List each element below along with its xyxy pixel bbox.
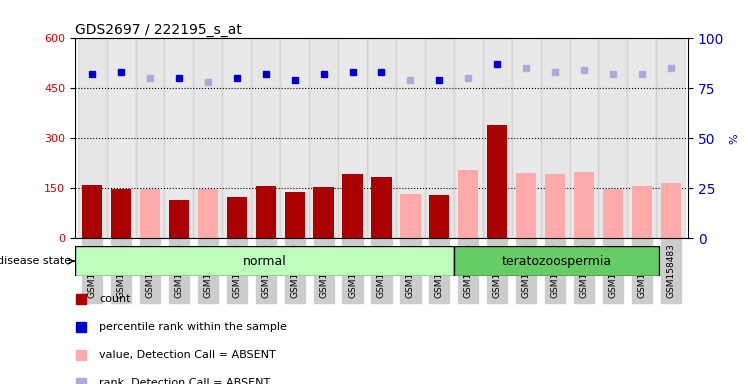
Bar [284, 192, 305, 238]
Bar [425, 38, 454, 238]
Bar [313, 187, 334, 238]
Bar [656, 38, 685, 238]
Bar [487, 125, 507, 238]
Bar [425, 38, 454, 238]
Bar [396, 38, 425, 238]
Bar [197, 189, 218, 238]
Bar [251, 38, 280, 238]
Text: percentile rank within the sample: percentile rank within the sample [99, 322, 287, 332]
Bar [400, 194, 420, 238]
Bar [135, 38, 165, 238]
Bar [194, 38, 222, 238]
Text: value, Detection Call = ABSENT: value, Detection Call = ABSENT [99, 350, 276, 360]
Bar [574, 172, 594, 238]
Bar [256, 187, 276, 238]
Bar [598, 38, 628, 238]
Bar [367, 38, 396, 238]
Text: GDS2697 / 222195_s_at: GDS2697 / 222195_s_at [75, 23, 242, 37]
Bar [280, 38, 309, 238]
Bar [251, 38, 280, 238]
Bar [280, 38, 309, 238]
Bar [140, 189, 160, 238]
Bar [632, 187, 652, 238]
Bar [628, 38, 656, 238]
Text: normal: normal [243, 255, 286, 268]
Bar [482, 38, 512, 238]
Text: disease state: disease state [0, 256, 71, 266]
Bar [222, 38, 251, 238]
Y-axis label: %: % [730, 133, 740, 144]
Bar [165, 38, 194, 238]
Bar [656, 38, 685, 238]
Bar [541, 38, 569, 238]
Bar [338, 38, 367, 238]
Bar [367, 38, 396, 238]
Bar [82, 185, 102, 238]
Bar [135, 38, 165, 238]
Bar [227, 197, 247, 238]
Bar [107, 38, 135, 238]
Bar [569, 38, 598, 238]
Bar [107, 38, 135, 238]
Bar [660, 183, 681, 238]
Bar [569, 38, 598, 238]
Bar [541, 38, 569, 238]
Text: rank, Detection Call = ABSENT: rank, Detection Call = ABSENT [99, 378, 271, 384]
Bar [194, 38, 222, 238]
Bar [222, 38, 251, 238]
Bar [396, 38, 425, 238]
Bar [111, 189, 131, 238]
Bar [512, 38, 541, 238]
Bar [598, 38, 628, 238]
Bar [458, 170, 479, 238]
Bar [78, 38, 107, 238]
Bar [454, 38, 482, 238]
Bar [78, 38, 107, 238]
Bar [429, 195, 450, 238]
Bar [165, 38, 194, 238]
FancyBboxPatch shape [75, 246, 455, 276]
Bar [545, 174, 565, 238]
Bar [512, 38, 541, 238]
Text: count: count [99, 294, 131, 304]
Bar [454, 38, 482, 238]
Bar [516, 173, 536, 238]
Bar [371, 177, 392, 238]
Bar [603, 189, 623, 238]
Bar [628, 38, 656, 238]
Text: teratozoospermia: teratozoospermia [502, 255, 612, 268]
FancyBboxPatch shape [455, 246, 659, 276]
Bar [169, 200, 189, 238]
Bar [309, 38, 338, 238]
Bar [338, 38, 367, 238]
Bar [343, 174, 363, 238]
Bar [309, 38, 338, 238]
Bar [482, 38, 512, 238]
